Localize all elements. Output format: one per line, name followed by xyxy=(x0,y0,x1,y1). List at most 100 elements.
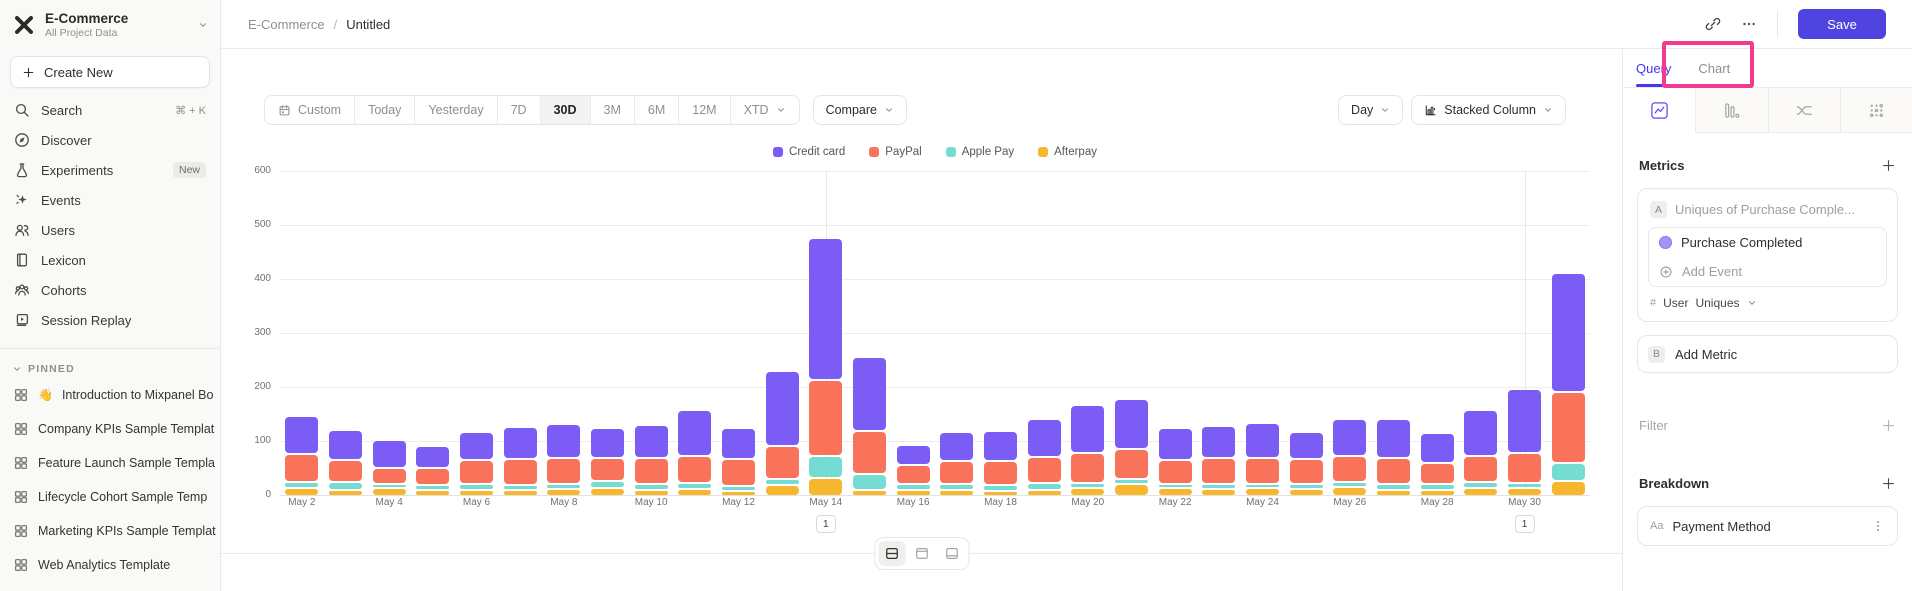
tab-query[interactable]: Query xyxy=(1636,49,1672,87)
segment-afterpay xyxy=(678,489,712,495)
bar-may-30[interactable] xyxy=(1508,389,1541,495)
segment-afterpay xyxy=(1508,489,1541,495)
layout-split-button[interactable] xyxy=(878,541,905,566)
sidebar-item-discover[interactable]: Discover xyxy=(0,125,220,155)
bar-may-20[interactable] xyxy=(1071,406,1105,495)
bar-may-14[interactable] xyxy=(809,238,843,495)
legend-item-credit-card[interactable]: Credit card xyxy=(773,146,845,158)
bar-may-13[interactable] xyxy=(765,372,799,495)
segment-credit-card xyxy=(765,372,799,446)
bar-may-22[interactable] xyxy=(1158,428,1192,495)
date-range-xtd[interactable]: XTD xyxy=(729,96,799,124)
save-button[interactable]: Save xyxy=(1798,9,1886,39)
breakdown-card[interactable]: Aa Payment Method xyxy=(1637,506,1898,546)
bar-may-24[interactable] xyxy=(1246,423,1279,495)
breadcrumb-report-title[interactable]: Untitled xyxy=(346,16,391,32)
bar-may-2[interactable] xyxy=(285,417,319,495)
bar-may-17[interactable] xyxy=(940,433,974,495)
bar-may-26[interactable] xyxy=(1333,419,1367,495)
bar-may-4[interactable] xyxy=(372,441,406,495)
compare-button[interactable]: Compare xyxy=(812,95,907,125)
layout-bottom-button[interactable] xyxy=(938,541,965,566)
annotation-badge[interactable]: 1 xyxy=(1514,515,1535,533)
segment-afterpay xyxy=(1071,488,1105,495)
bar-may-9[interactable] xyxy=(591,429,624,495)
link-icon[interactable] xyxy=(1705,16,1721,32)
sidebar-item-lexicon[interactable]: Lexicon xyxy=(0,245,220,275)
add-metric-plus-icon[interactable] xyxy=(1881,158,1896,173)
bar-may-11[interactable] xyxy=(678,410,712,495)
bar-may-5[interactable] xyxy=(416,446,450,495)
add-event-button[interactable]: Add Event xyxy=(1649,257,1886,286)
sidebar-item-session-replay[interactable]: Session Replay xyxy=(0,305,220,335)
date-range-yesterday[interactable]: Yesterday xyxy=(414,96,496,124)
segment-afterpay xyxy=(1027,490,1061,495)
bar-may-10[interactable] xyxy=(634,425,668,495)
bar-may-18[interactable] xyxy=(984,431,1017,495)
bar-may-16[interactable] xyxy=(896,445,930,495)
bar-may-3[interactable] xyxy=(329,430,362,495)
date-range-6m[interactable]: 6M xyxy=(633,96,678,124)
sidebar-item-cohorts[interactable]: Cohorts xyxy=(0,275,220,305)
chart-type-button[interactable]: Stacked Column xyxy=(1411,95,1566,125)
layout-top-button[interactable] xyxy=(908,541,935,566)
project-switcher[interactable]: E-Commerce All Project Data xyxy=(0,0,220,46)
date-range-12m[interactable]: 12M xyxy=(678,96,729,124)
measurement-selector[interactable]: # User Uniques xyxy=(1648,287,1887,311)
pinned-section-header[interactable]: PINNED xyxy=(12,363,220,375)
sidebar-item-events[interactable]: Events xyxy=(0,185,220,215)
segment-afterpay xyxy=(1115,485,1148,495)
legend-item-afterpay[interactable]: Afterpay xyxy=(1038,146,1097,158)
view-tab-flows[interactable] xyxy=(1767,88,1840,133)
date-range-custom[interactable]: Custom xyxy=(265,96,354,124)
view-tab-funnels[interactable] xyxy=(1695,88,1768,133)
granularity-button[interactable]: Day xyxy=(1338,95,1404,125)
metric-letter-badge: B xyxy=(1648,345,1665,363)
bar-may-31[interactable] xyxy=(1551,274,1585,495)
view-tab-insights[interactable] xyxy=(1623,88,1696,133)
sidebar-item-users[interactable]: Users xyxy=(0,215,220,245)
sidebar-item-search[interactable]: Search ⌘ + K xyxy=(0,95,220,125)
annotation-badge[interactable]: 1 xyxy=(815,515,836,533)
add-event-label: Add Event xyxy=(1682,264,1742,279)
sidebar-item-experiments[interactable]: Experiments New xyxy=(0,155,220,185)
bar-may-6[interactable] xyxy=(460,432,493,495)
bar-may-25[interactable] xyxy=(1289,432,1323,495)
bar-may-27[interactable] xyxy=(1377,420,1410,495)
metric-card[interactable]: A Uniques of Purchase Comple... Purchase… xyxy=(1637,188,1898,322)
bar-may-15[interactable] xyxy=(853,358,886,495)
bar-may-19[interactable] xyxy=(1027,420,1061,495)
view-tab-retention[interactable] xyxy=(1839,88,1912,133)
bar-may-28[interactable] xyxy=(1420,433,1454,495)
pinned-item-company-kpis-sample-templat[interactable]: Company KPIs Sample Templat xyxy=(0,412,220,446)
legend-item-apple-pay[interactable]: Apple Pay xyxy=(945,146,1014,158)
legend-item-paypal[interactable]: PayPal xyxy=(869,146,922,158)
bar-may-7[interactable] xyxy=(503,427,537,495)
tab-chart[interactable]: Chart xyxy=(1698,49,1730,87)
add-filter-plus-icon[interactable] xyxy=(1881,418,1896,433)
pinned-item-marketing-kpis-sample-templat[interactable]: Marketing KPIs Sample Templat xyxy=(0,514,220,548)
breadcrumb-project[interactable]: E-Commerce xyxy=(248,16,325,32)
kebab-icon[interactable] xyxy=(1871,519,1885,533)
event-row[interactable]: Purchase Completed xyxy=(1649,228,1886,257)
date-range-7d[interactable]: 7D xyxy=(496,96,540,124)
bar-may-8[interactable] xyxy=(547,424,581,495)
segment-afterpay xyxy=(809,479,843,495)
bar-may-29[interactable] xyxy=(1464,411,1498,495)
add-metric-button[interactable]: B Add Metric xyxy=(1637,335,1898,373)
pinned-item-introduction-to-mixpanel-bo[interactable]: 👋 Introduction to Mixpanel Bo xyxy=(0,378,220,412)
date-range-30d[interactable]: 30D xyxy=(539,96,590,124)
add-breakdown-plus-icon[interactable] xyxy=(1881,476,1896,491)
segment-apple-pay xyxy=(1289,484,1323,488)
bar-may-23[interactable] xyxy=(1202,427,1236,495)
pinned-item-web-analytics-template[interactable]: Web Analytics Template xyxy=(0,548,220,582)
bar-may-21[interactable] xyxy=(1115,400,1148,495)
split-bottom-icon xyxy=(944,546,959,561)
pinned-item-lifecycle-cohort-sample-temp[interactable]: Lifecycle Cohort Sample Temp xyxy=(0,480,220,514)
create-new-button[interactable]: Create New xyxy=(10,56,210,88)
bar-may-12[interactable] xyxy=(722,428,755,495)
pinned-item-feature-launch-sample-templa[interactable]: Feature Launch Sample Templa xyxy=(0,446,220,480)
date-range-today[interactable]: Today xyxy=(354,96,414,124)
more-icon[interactable] xyxy=(1741,16,1757,32)
date-range-3m[interactable]: 3M xyxy=(589,96,634,124)
